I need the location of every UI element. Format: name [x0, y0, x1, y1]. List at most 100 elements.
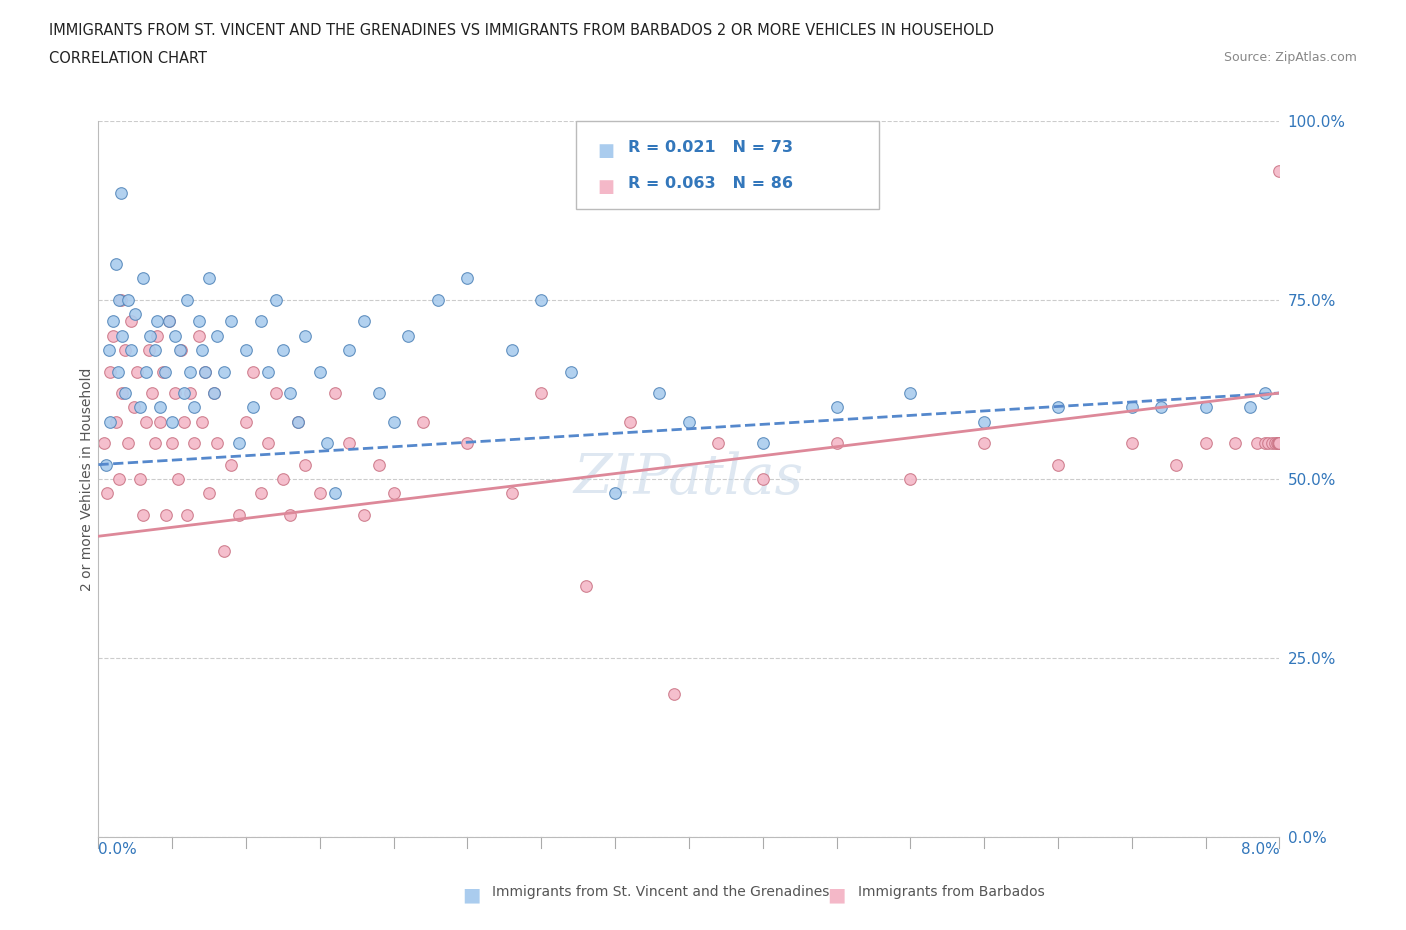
Point — [187, 328, 209, 343]
Point — [1195, 435, 1218, 451]
Point — [105, 257, 128, 272]
Point — [1265, 435, 1288, 451]
Point — [183, 435, 205, 451]
Point — [1268, 435, 1291, 451]
Point — [575, 578, 598, 594]
Point — [114, 386, 136, 401]
Point — [103, 328, 125, 343]
Point — [110, 293, 132, 308]
Point — [1254, 386, 1277, 401]
Point — [98, 365, 121, 379]
Point — [228, 508, 250, 523]
Point — [135, 414, 157, 429]
Point — [108, 293, 131, 308]
Point — [176, 293, 198, 308]
Point — [1268, 435, 1291, 451]
Point — [1166, 458, 1188, 472]
Y-axis label: 2 or more Vehicles in Household: 2 or more Vehicles in Household — [80, 367, 94, 591]
Point — [117, 293, 139, 308]
Point — [1268, 435, 1291, 451]
Point — [205, 328, 228, 343]
Point — [97, 342, 120, 357]
Point — [221, 458, 243, 472]
Point — [198, 485, 221, 500]
Point — [1267, 435, 1289, 451]
Point — [323, 485, 346, 500]
Point — [1046, 458, 1070, 472]
Point — [205, 435, 228, 451]
Point — [1264, 435, 1286, 451]
Point — [179, 386, 201, 401]
Point — [183, 400, 205, 415]
Point — [198, 271, 221, 286]
Point — [287, 414, 309, 429]
Text: ■: ■ — [598, 179, 614, 196]
Point — [146, 314, 169, 329]
Point — [194, 365, 217, 379]
Point — [176, 508, 198, 523]
Point — [103, 314, 125, 329]
Text: ■: ■ — [827, 885, 846, 904]
Point — [153, 365, 176, 379]
Text: ■: ■ — [598, 142, 614, 160]
Point — [120, 342, 142, 357]
Point — [382, 414, 405, 429]
Point — [605, 485, 627, 500]
Point — [1268, 164, 1291, 179]
Point — [165, 328, 187, 343]
Text: ZIPatlas: ZIPatlas — [574, 452, 804, 506]
Point — [250, 485, 273, 500]
Point — [117, 435, 139, 451]
Point — [257, 435, 280, 451]
Point — [664, 686, 686, 701]
Point — [167, 472, 190, 486]
Point — [271, 472, 294, 486]
Text: 0.0%: 0.0% — [98, 842, 138, 857]
Point — [752, 472, 775, 486]
Point — [271, 342, 294, 357]
Point — [530, 386, 553, 401]
Point — [280, 508, 302, 523]
Point — [250, 314, 273, 329]
Point — [1150, 400, 1173, 415]
Point — [132, 271, 155, 286]
Point — [221, 314, 243, 329]
Point — [162, 414, 183, 429]
Point — [173, 414, 195, 429]
Point — [501, 342, 523, 357]
Point — [619, 414, 641, 429]
Point — [368, 386, 391, 401]
Text: CORRELATION CHART: CORRELATION CHART — [49, 51, 207, 66]
Point — [427, 293, 450, 308]
Point — [1268, 435, 1291, 451]
Point — [138, 342, 160, 357]
Point — [752, 435, 775, 451]
Point — [294, 458, 316, 472]
Point — [235, 414, 257, 429]
Point — [1257, 435, 1279, 451]
Point — [202, 386, 225, 401]
Point — [280, 386, 302, 401]
Text: Immigrants from St. Vincent and the Grenadines: Immigrants from St. Vincent and the Gren… — [492, 885, 830, 899]
Point — [141, 386, 163, 401]
Point — [1246, 435, 1268, 451]
Point — [707, 435, 730, 451]
Point — [368, 458, 391, 472]
Text: Source: ZipAtlas.com: Source: ZipAtlas.com — [1223, 51, 1357, 64]
Point — [169, 342, 191, 357]
Point — [143, 342, 166, 357]
Point — [412, 414, 434, 429]
Point — [309, 365, 332, 379]
Text: 8.0%: 8.0% — [1240, 842, 1279, 857]
Point — [339, 435, 361, 451]
Point — [1261, 435, 1284, 451]
Point — [107, 365, 129, 379]
Point — [339, 342, 361, 357]
Point — [111, 328, 134, 343]
Point — [98, 414, 121, 429]
Text: R = 0.063   N = 86: R = 0.063 N = 86 — [628, 177, 793, 192]
Point — [973, 414, 995, 429]
Point — [1046, 400, 1070, 415]
Point — [825, 400, 848, 415]
Point — [128, 400, 150, 415]
